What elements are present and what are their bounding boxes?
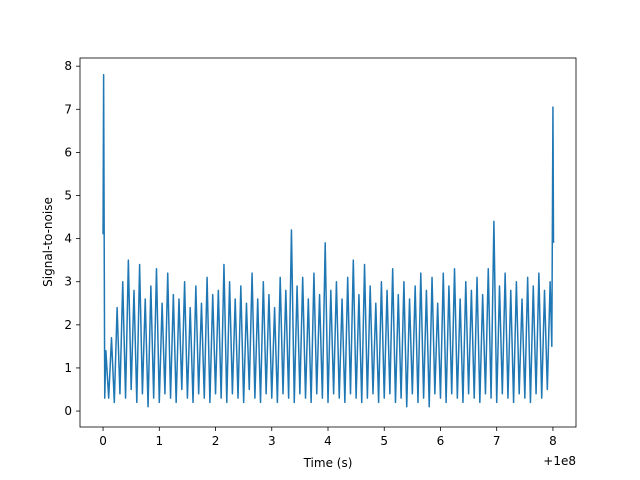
y-axis-label: Signal-to-noise xyxy=(41,197,55,287)
x-axis-label: Time (s) xyxy=(303,456,353,470)
x-tick-label: 1 xyxy=(155,434,163,448)
y-tick-label: 4 xyxy=(64,232,72,246)
x-tick-label: 6 xyxy=(437,434,445,448)
x-tick-label: 2 xyxy=(212,434,220,448)
x-tick-label: 5 xyxy=(380,434,388,448)
y-tick-label: 6 xyxy=(64,145,72,159)
x-tick-label: 0 xyxy=(99,434,107,448)
x-offset-label: +1e8 xyxy=(543,454,576,468)
y-tick-label: 2 xyxy=(64,318,72,332)
y-tick-label: 0 xyxy=(64,404,72,418)
x-tick-label: 7 xyxy=(493,434,501,448)
y-tick-label: 3 xyxy=(64,275,72,289)
x-tick-label: 4 xyxy=(324,434,332,448)
y-tick-label: 7 xyxy=(64,102,72,116)
x-tick-label: 3 xyxy=(268,434,276,448)
y-tick-label: 1 xyxy=(64,361,72,375)
x-tick-label: 8 xyxy=(549,434,557,448)
signal-line xyxy=(102,74,555,408)
y-tick-label: 5 xyxy=(64,189,72,203)
y-tick-label: 8 xyxy=(64,59,72,73)
